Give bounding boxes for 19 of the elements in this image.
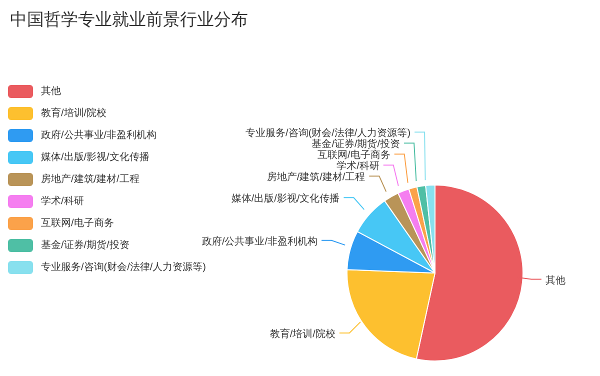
legend-label: 互联网/电子商务 <box>41 216 114 230</box>
slice-label: 基金/证券/期货/投资 <box>312 138 400 150</box>
legend-label: 媒体/出版/影视/文化传播 <box>41 150 150 164</box>
legend-label: 房地产/建筑/建材/工程 <box>41 172 140 186</box>
legend-label: 专业服务/咨询(财会/法律/人力资源等) <box>41 260 206 274</box>
slice-label: 其他 <box>545 274 566 286</box>
legend-label: 政府/公共事业/非盈利机构 <box>41 128 157 142</box>
slice-label: 房地产/建筑/建材/工程 <box>266 171 366 184</box>
legend-label: 教育/培训/院校 <box>41 106 107 120</box>
legend-label: 其他 <box>41 84 61 98</box>
chart-title: 中国哲学专业就业前景行业分布 <box>10 9 248 31</box>
slice-label: 教育/培训/院校 <box>270 328 336 340</box>
slice-label: 媒体/出版/影视/文化传播 <box>231 192 340 205</box>
slice-label: 专业服务/咨询(财会/法律/人力资源等) <box>246 127 411 140</box>
legend-label: 学术/科研 <box>41 194 84 208</box>
slice-label: 学术/科研 <box>336 160 380 172</box>
slice-label: 政府/公共事业/非盈利机构 <box>202 235 318 248</box>
slice-label: 互联网/电子商务 <box>318 149 390 162</box>
legend-label: 基金/证券/期货/投资 <box>41 238 130 252</box>
